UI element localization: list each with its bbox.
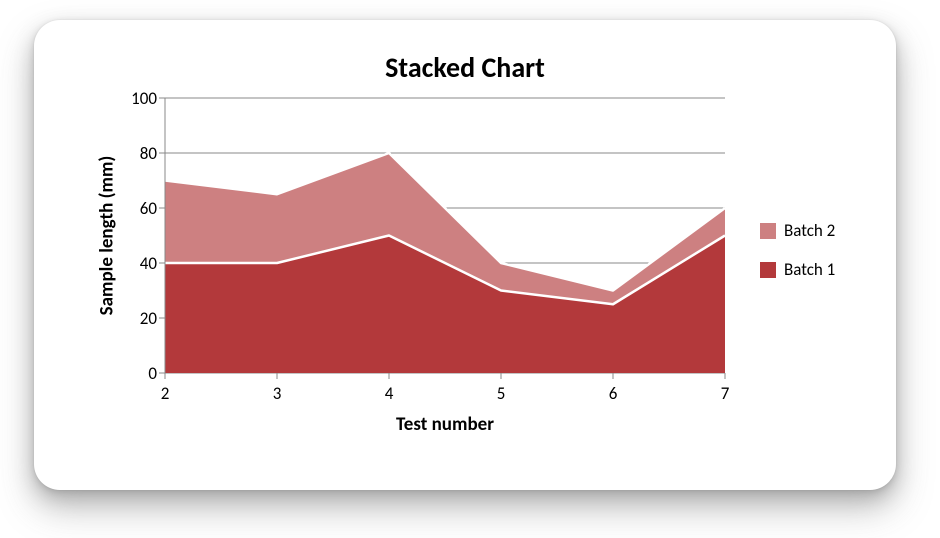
x-tick-label: 4 xyxy=(374,383,404,404)
y-axis-label: Sample length (mm) xyxy=(96,135,119,335)
chart-title: Stacked Chart xyxy=(34,50,896,85)
legend-swatch xyxy=(760,223,776,239)
legend-label: Batch 2 xyxy=(784,220,835,241)
chart-card: Stacked Chart Sample length (mm) Test nu… xyxy=(34,20,896,490)
legend-swatch xyxy=(760,262,776,278)
y-tick-label: 20 xyxy=(111,308,157,329)
y-tick-label: 60 xyxy=(111,198,157,219)
x-tick-label: 7 xyxy=(710,383,740,404)
x-tick-label: 5 xyxy=(486,383,516,404)
chart-svg xyxy=(165,98,725,373)
y-tick-label: 40 xyxy=(111,253,157,274)
legend: Batch 2 Batch 1 xyxy=(760,220,835,298)
x-tick-label: 3 xyxy=(262,383,292,404)
x-tick-label: 6 xyxy=(598,383,628,404)
y-tick-label: 100 xyxy=(111,88,157,109)
y-tick-label: 0 xyxy=(111,363,157,384)
y-tick-label: 80 xyxy=(111,143,157,164)
x-axis-label: Test number xyxy=(165,413,725,436)
legend-item: Batch 2 xyxy=(760,220,835,241)
legend-item: Batch 1 xyxy=(760,259,835,280)
legend-label: Batch 1 xyxy=(784,259,835,280)
x-tick-label: 2 xyxy=(150,383,180,404)
plot-area xyxy=(165,98,725,373)
